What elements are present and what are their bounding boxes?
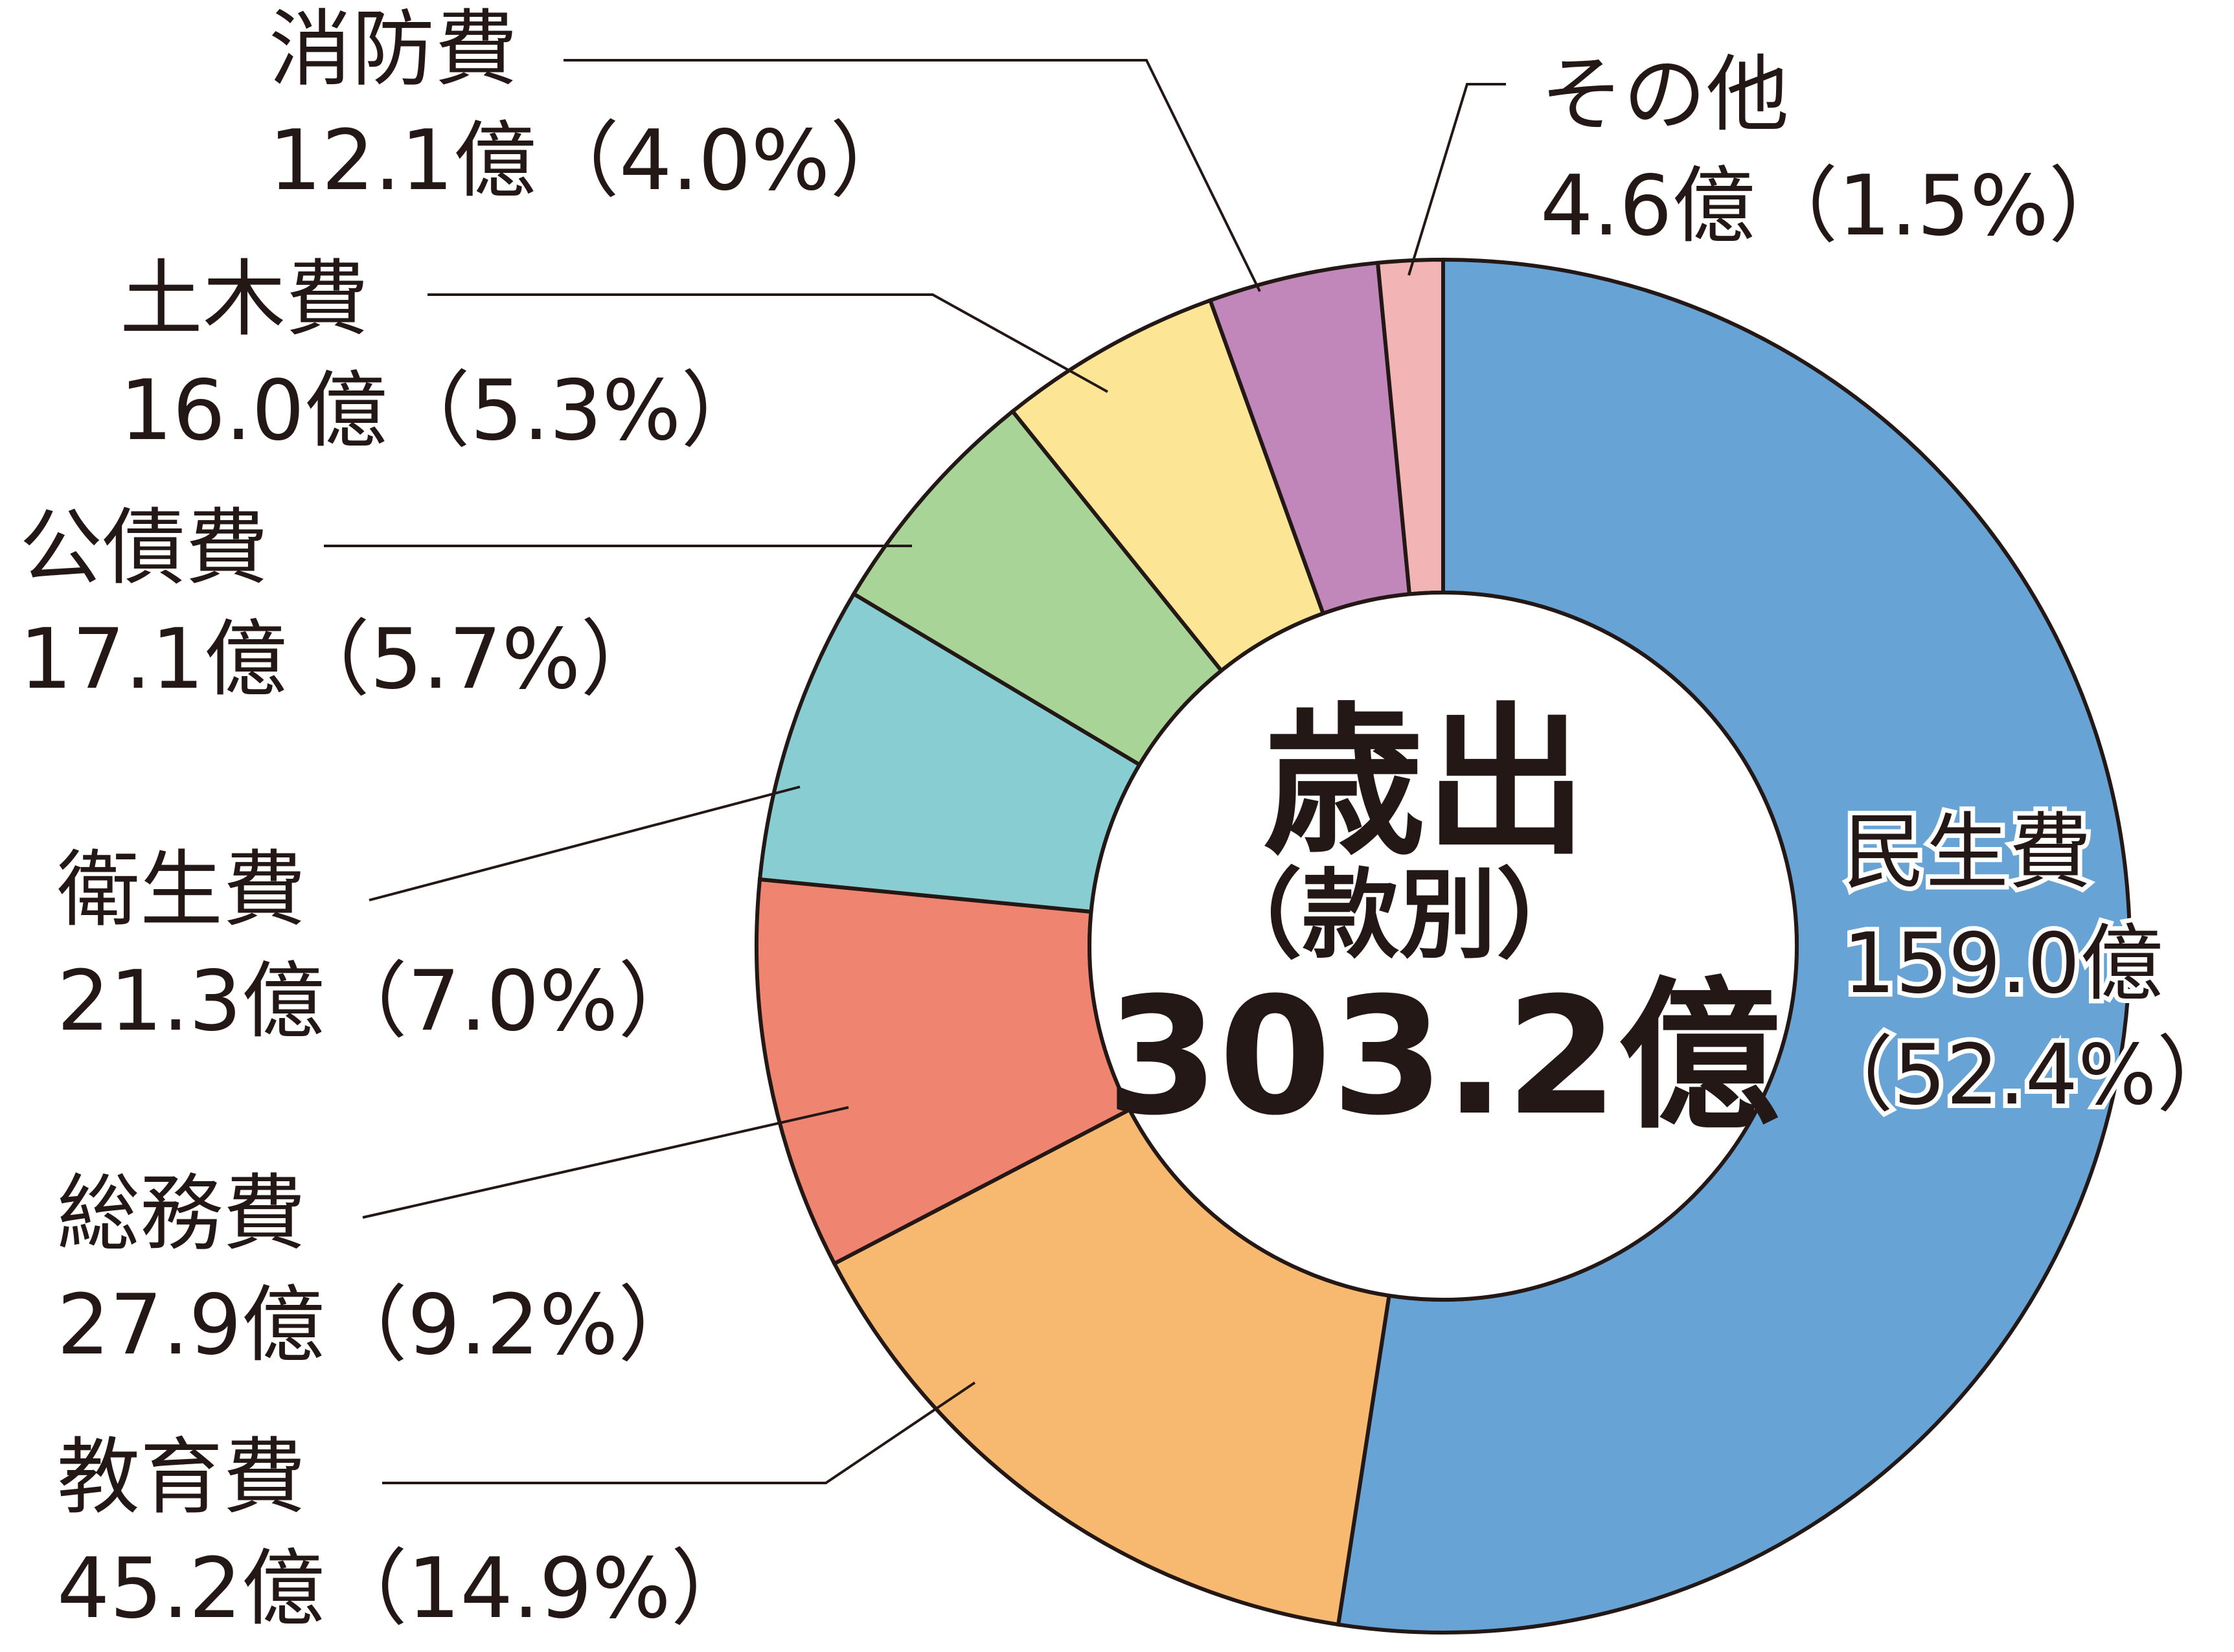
slice-name: 衛生費 xyxy=(57,842,306,938)
slice-label-minsei: 民生費 159.0億 （52.4%） xyxy=(1810,804,2234,1124)
slice-name: 公債費 xyxy=(19,500,268,596)
slice-value: 17.1億（5.7%） xyxy=(19,611,663,708)
leader-line-kyoiku xyxy=(382,1383,975,1483)
center-title: 歳出 xyxy=(1263,688,1587,877)
slice-label-doboku: 土木費 16.0億（5.3%） xyxy=(120,251,764,459)
slice-label-sonota: その他 4.6億（1.5%） xyxy=(1540,47,2132,255)
slice-value: 27.9億（9.2%） xyxy=(57,1277,701,1374)
slice-label-shobo: 消防費 12.1億（4.0%） xyxy=(269,1,913,209)
slice-name: 教育費 xyxy=(57,1429,306,1526)
slice-label-somu: 総務費 27.9億（9.2%） xyxy=(57,1166,701,1374)
slice-label-kosai: 公債費 17.1億（5.7%） xyxy=(19,500,663,708)
slice-value: 159.0億 xyxy=(1843,916,2163,1012)
leader-line-somu xyxy=(363,1107,849,1217)
slice-label-kyoiku: 教育費 45.2億（14.9%） xyxy=(57,1429,754,1637)
slice-name: 消防費 xyxy=(269,1,518,98)
center-total: 303.2億 xyxy=(1106,962,1781,1151)
slice-value: （52.4%） xyxy=(1810,1027,2234,1124)
leader-line-sonota xyxy=(1409,84,1506,275)
slice-name: 民生費 xyxy=(1843,804,2092,901)
slice-value: 4.6億（1.5%） xyxy=(1540,158,2132,255)
slice-value: 45.2億（14.9%） xyxy=(57,1541,754,1637)
center-subtitle: （款別） xyxy=(1205,859,1593,972)
slice-value: 21.3億（7.0%） xyxy=(57,953,701,1050)
slice-name: 総務費 xyxy=(57,1166,306,1262)
slice-value: 12.1億（4.0%） xyxy=(269,113,913,209)
slice-name: 土木費 xyxy=(120,251,369,348)
slice-name: その他 xyxy=(1540,47,1789,143)
slice-value: 16.0億（5.3%） xyxy=(120,363,764,459)
slice-label-eisei: 衛生費 21.3億（7.0%） xyxy=(57,842,701,1050)
leader-line-eisei xyxy=(369,787,800,900)
